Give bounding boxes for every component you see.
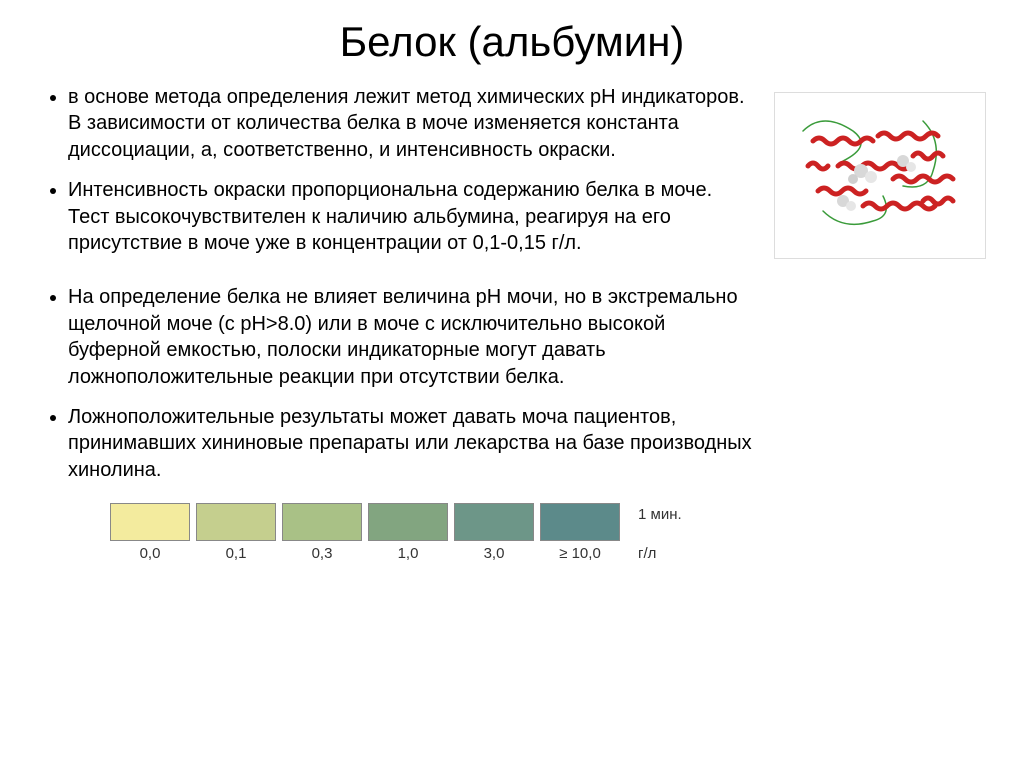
swatch-box <box>454 503 534 541</box>
bullet-item: Ложноположительные результаты может дава… <box>68 404 754 483</box>
swatch-label: 0,0 <box>140 545 161 562</box>
bullet-list: в основе метода определения лежит метод … <box>40 84 774 497</box>
bullet-item: На определение белка не влияет величина … <box>68 284 754 390</box>
swatch-box <box>110 503 190 541</box>
protein-figure <box>774 92 984 259</box>
content-row: в основе метода определения лежит метод … <box>40 84 984 497</box>
scale-unit-label: г/л <box>638 545 682 562</box>
bullet-item: Интенсивность окраски пропорциональна со… <box>68 177 754 256</box>
swatch-box <box>368 503 448 541</box>
scale-side-labels: 1 мин. г/л <box>638 506 682 562</box>
scale-swatch: 1,0 <box>368 503 448 562</box>
bullet-item: в основе метода определения лежит метод … <box>68 84 754 163</box>
swatch-label: ≥ 10,0 <box>559 545 601 562</box>
slide-title: Белок (альбумин) <box>40 18 984 66</box>
swatch-box <box>196 503 276 541</box>
scale-swatch: 0,1 <box>196 503 276 562</box>
scale-swatch: ≥ 10,0 <box>540 503 620 562</box>
scale-swatch: 3,0 <box>454 503 534 562</box>
swatch-label: 3,0 <box>484 545 505 562</box>
color-scale: 0,0 0,1 0,3 1,0 3,0 ≥ 10,0 1 мин. г/л <box>110 503 984 562</box>
protein-structure-icon <box>774 92 986 259</box>
slide: Белок (альбумин) в основе метода определ… <box>0 0 1024 767</box>
swatch-box <box>282 503 362 541</box>
scale-time-label: 1 мин. <box>638 506 682 523</box>
scale-swatch: 0,3 <box>282 503 362 562</box>
swatch-label: 1,0 <box>398 545 419 562</box>
swatch-label: 0,3 <box>312 545 333 562</box>
scale-swatch: 0,0 <box>110 503 190 562</box>
swatch-label: 0,1 <box>226 545 247 562</box>
swatch-box <box>540 503 620 541</box>
